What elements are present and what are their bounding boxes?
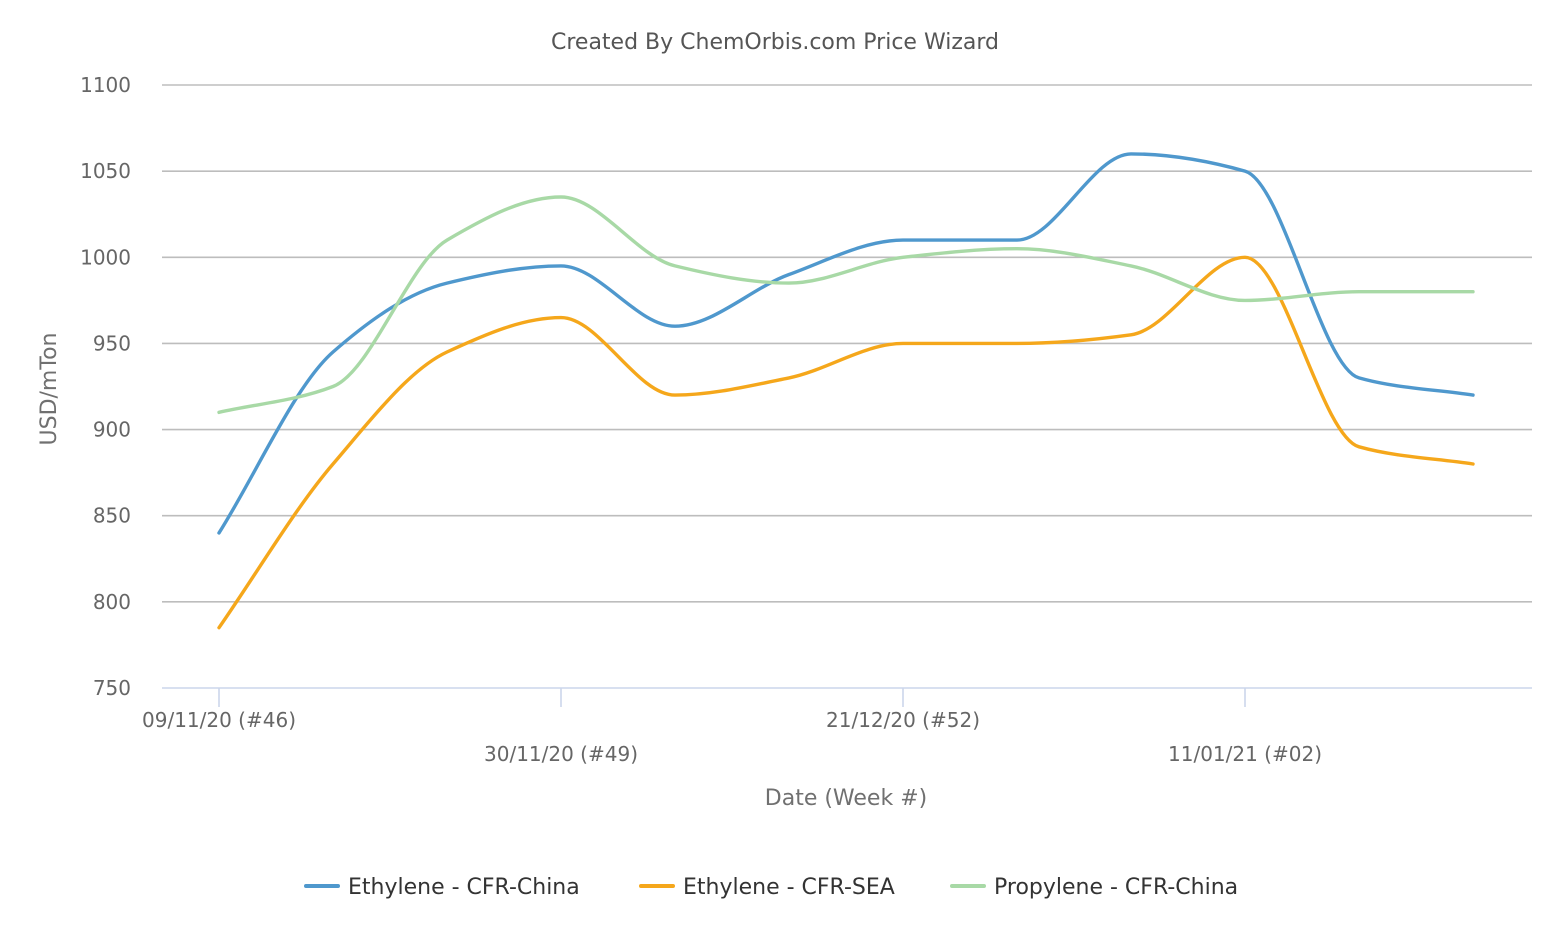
y-tick-label: 1050 [80, 159, 131, 183]
y-tick-label: 750 [93, 676, 131, 700]
grid-layer [162, 84, 1532, 603]
legend: Ethylene - CFR-China Ethylene - CFR-SEA Pr… [304, 875, 1238, 900]
legend-item[interactable]: Ethylene - CFR-China [304, 875, 580, 900]
y-tick-label: 800 [93, 590, 131, 614]
legend-item[interactable]: Propylene - CFR-China [950, 875, 1238, 900]
legend-item[interactable]: Ethylene - CFR-SEA [639, 875, 895, 900]
series-layer [217, 152, 1475, 630]
y-tick-label: 1000 [80, 245, 131, 269]
x-axis: 09/11/20 (#46) 30/11/20 (#49) 21/12/20 (#5… [142, 687, 1532, 766]
x-tick-label: 21/12/20 (#52) [826, 708, 980, 732]
legend-label: Ethylene - CFR-China [348, 875, 580, 900]
x-tick-label: 11/01/21 (#02) [1168, 742, 1322, 766]
x-tick-label: 09/11/20 (#46) [142, 708, 296, 732]
y-tick-label: 1100 [80, 73, 131, 97]
series-line-3 [217, 195, 1475, 415]
legend-label: Ethylene - CFR-SEA [683, 875, 895, 900]
y-axis-ticks: 750 800 850 900 950 1000 1050 1100 [80, 73, 131, 700]
y-tick-label: 950 [93, 331, 131, 355]
x-axis-label: Date (Week #) [765, 786, 927, 811]
y-tick-label: 850 [93, 504, 131, 528]
x-tick-label: 30/11/20 (#49) [484, 742, 638, 766]
series-line-1 [217, 152, 1475, 535]
y-tick-label: 900 [93, 418, 131, 442]
y-axis-label: USD/mTon [37, 333, 62, 446]
legend-label: Propylene - CFR-China [994, 875, 1238, 900]
chart-title: Created By ChemOrbis.com Price Wizard [551, 30, 999, 55]
series-line-2 [217, 255, 1475, 630]
